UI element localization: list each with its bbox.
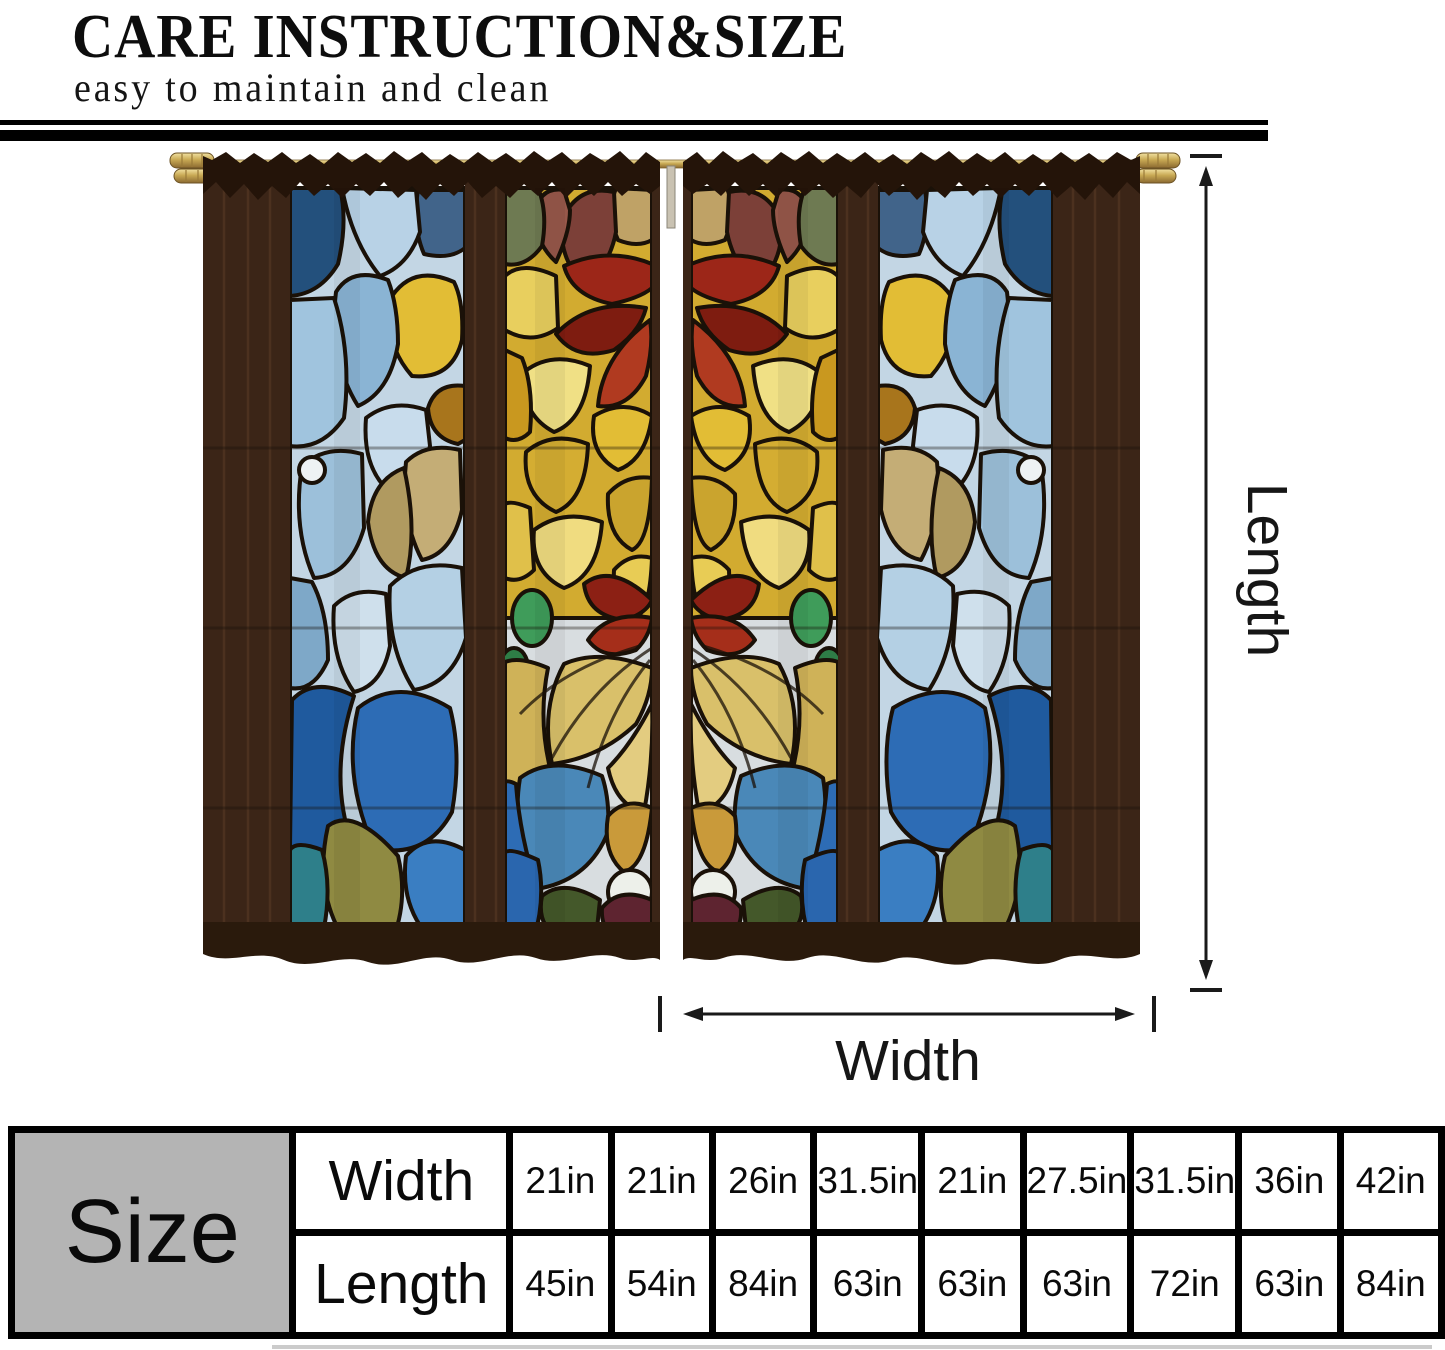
width-value-cell: 21in [918, 1126, 1027, 1236]
table-shadow [272, 1345, 1432, 1349]
width-value-cell: 27.5in [1019, 1126, 1135, 1236]
length-value-cell: 54in [607, 1229, 716, 1339]
length-value-cell: 45in [506, 1229, 615, 1339]
size-corner-cell: Size [7, 1126, 297, 1339]
table-row-length: Length 45in 54in 84in 63in 63in 63in 72i… [12, 1229, 1445, 1339]
curtain-product-figure: Length Width [169, 149, 1299, 1093]
length-value-cell: 84in [1336, 1229, 1445, 1339]
table-row-width: Size Width 21in 21in 26in 31.5in 21in 27… [7, 1126, 1445, 1339]
rod-finial-right [1135, 152, 1181, 184]
width-value-cell: 26in [708, 1126, 818, 1236]
width-value-cell: 36in [1235, 1126, 1344, 1236]
width-arrow-icon [658, 996, 1156, 1032]
length-value-cell: 63in [1019, 1229, 1135, 1339]
center-support-bracket [666, 165, 676, 229]
page-subtitle: easy to maintain and clean [74, 65, 552, 110]
length-value-cell: 72in [1127, 1229, 1243, 1339]
length-row-label: Length [289, 1229, 514, 1339]
stained-glass-artwork [201, 149, 1142, 967]
width-value-cell: 21in [506, 1126, 615, 1236]
curtain-panel-right [681, 149, 1142, 967]
width-value-cell: 31.5in [1127, 1126, 1243, 1236]
width-value-cell: 31.5in [810, 1126, 926, 1236]
length-arrow-icon [1190, 154, 1222, 992]
length-label: Length [1235, 483, 1299, 657]
width-value-cell: 21in [607, 1126, 716, 1236]
length-value-cell: 63in [918, 1229, 1027, 1339]
divider-line-thin [0, 120, 1268, 125]
length-value-cell: 63in [1235, 1229, 1344, 1339]
curtain-panel-left [201, 149, 662, 967]
size-table: Size Width 21in 21in 26in 31.5in 21in 27… [7, 1126, 1445, 1339]
width-row-label: Width [289, 1126, 514, 1236]
length-value-cell: 84in [708, 1229, 818, 1339]
page-title: CARE INSTRUCTION&SIZE [72, 3, 848, 71]
divider-line-thick [0, 130, 1268, 141]
width-value-cell: 42in [1336, 1126, 1445, 1236]
length-value-cell: 63in [810, 1229, 926, 1339]
width-label: Width [835, 1029, 981, 1093]
